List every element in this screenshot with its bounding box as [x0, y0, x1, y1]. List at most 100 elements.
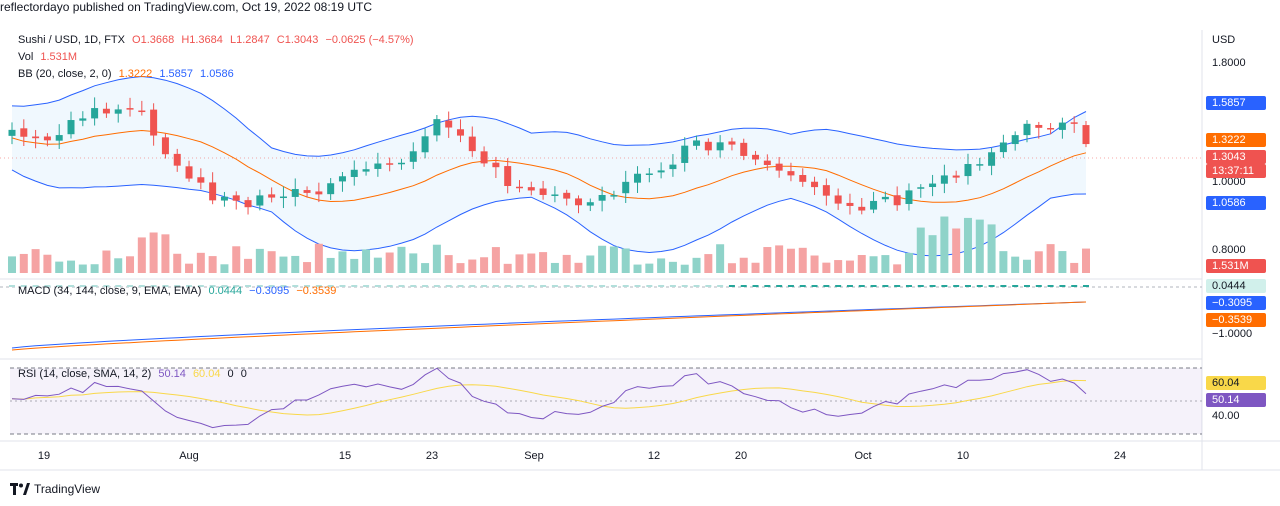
candle-body[interactable] — [421, 136, 429, 153]
candle-body[interactable] — [598, 194, 606, 201]
candle-body[interactable] — [327, 183, 335, 195]
candle-body[interactable] — [763, 160, 771, 166]
candle-body[interactable] — [1070, 122, 1078, 124]
candle-body[interactable] — [43, 136, 51, 141]
candle-body[interactable] — [150, 109, 158, 136]
candle-body[interactable] — [220, 196, 228, 201]
candle-body[interactable] — [940, 175, 948, 184]
candle-body[interactable] — [91, 108, 99, 119]
candle-body[interactable] — [787, 171, 795, 176]
tradingview-footer[interactable]: TradingView — [10, 482, 100, 496]
candle-body[interactable] — [268, 194, 276, 198]
candle-body[interactable] — [669, 164, 677, 170]
candle-body[interactable] — [350, 169, 358, 177]
candle-body[interactable] — [893, 195, 901, 206]
candle-body[interactable] — [515, 186, 523, 189]
candle-body[interactable] — [976, 164, 984, 166]
candle-body[interactable] — [681, 145, 689, 163]
candle-body[interactable] — [586, 202, 594, 206]
candle-body[interactable] — [799, 175, 807, 182]
rsi-label[interactable]: RSI (14, close, SMA, 14, 2) — [18, 368, 152, 380]
candle-body[interactable] — [138, 110, 146, 113]
candle-body[interactable] — [102, 108, 110, 114]
candle-body[interactable] — [716, 142, 724, 151]
candle-body[interactable] — [256, 195, 264, 206]
candle-body[interactable] — [209, 182, 217, 201]
candle-body[interactable] — [114, 109, 122, 114]
candle-body[interactable] — [1047, 128, 1055, 130]
candle-body[interactable] — [409, 151, 417, 162]
candle-body[interactable] — [303, 190, 311, 193]
candle-body[interactable] — [397, 162, 405, 165]
candle-body[interactable] — [693, 140, 701, 146]
candle-body[interactable] — [20, 128, 28, 137]
candle-body[interactable] — [905, 190, 913, 204]
candle-body[interactable] — [492, 162, 500, 168]
candle-body[interactable] — [917, 187, 925, 189]
bb-label[interactable]: BB (20, close, 2, 0) — [18, 68, 112, 80]
candle-body[interactable] — [929, 183, 937, 188]
candle-body[interactable] — [575, 198, 583, 206]
candle-body[interactable] — [740, 142, 748, 156]
candle-body[interactable] — [881, 196, 889, 200]
candle-body[interactable] — [752, 154, 760, 160]
candle-body[interactable] — [185, 166, 193, 179]
candle-body[interactable] — [645, 173, 653, 175]
candle-body[interactable] — [999, 142, 1007, 153]
candle-body[interactable] — [480, 151, 488, 164]
candle-body[interactable] — [775, 163, 783, 171]
candle-body[interactable] — [315, 191, 323, 195]
candle-body[interactable] — [1058, 122, 1066, 130]
candle-body[interactable] — [822, 185, 830, 196]
candle-body[interactable] — [79, 118, 87, 121]
candle-body[interactable] — [173, 153, 181, 166]
candle-body[interactable] — [374, 163, 382, 169]
candle-body[interactable] — [161, 137, 169, 155]
candle-body[interactable] — [232, 195, 240, 201]
candle-body[interactable] — [952, 175, 960, 178]
candle-body[interactable] — [811, 181, 819, 188]
candle-body[interactable] — [858, 206, 866, 211]
vol-label[interactable]: Vol — [18, 51, 34, 63]
candle-body[interactable] — [55, 135, 63, 141]
symbol-label[interactable]: Sushi / USD, 1D, FTX — [18, 34, 125, 46]
candle-body[interactable] — [846, 202, 854, 206]
candle-body[interactable] — [988, 152, 996, 166]
candle-body[interactable] — [279, 196, 287, 199]
candle-body[interactable] — [197, 177, 205, 183]
candle-body[interactable] — [126, 108, 134, 110]
candle-body[interactable] — [386, 163, 394, 165]
candle-body[interactable] — [244, 200, 252, 208]
candle-body[interactable] — [704, 141, 712, 151]
candle-body[interactable] — [563, 192, 571, 199]
candle-body[interactable] — [1082, 125, 1090, 145]
candle-body[interactable] — [67, 120, 75, 135]
candle-body[interactable] — [32, 136, 40, 139]
candle-body[interactable] — [8, 129, 16, 136]
candle-body[interactable] — [728, 141, 736, 145]
candle-body[interactable] — [1023, 123, 1031, 136]
candle-body[interactable] — [539, 188, 547, 195]
candle-body[interactable] — [1011, 135, 1019, 145]
candle-body[interactable] — [433, 119, 441, 136]
candle-body[interactable] — [338, 176, 346, 182]
candle-body[interactable] — [657, 170, 665, 173]
candle-body[interactable] — [468, 136, 476, 152]
candle-body[interactable] — [445, 120, 453, 128]
candle-body[interactable] — [610, 195, 618, 197]
candle-body[interactable] — [870, 200, 878, 210]
candle-body[interactable] — [551, 194, 559, 196]
candle-body[interactable] — [964, 163, 972, 177]
candle-body[interactable] — [456, 129, 464, 136]
candle-body[interactable] — [527, 187, 535, 191]
candle-body[interactable] — [362, 169, 370, 172]
candle-body[interactable] — [622, 181, 630, 194]
candle-body[interactable] — [834, 195, 842, 204]
candle-body[interactable] — [291, 189, 299, 197]
macd-label[interactable]: MACD (34, 144, close, 9, EMA, EMA) — [18, 285, 202, 297]
candlesticks[interactable] — [8, 97, 1090, 215]
candle-body[interactable] — [634, 173, 642, 183]
candle-body[interactable] — [1035, 124, 1043, 128]
candle-body[interactable] — [504, 166, 512, 187]
